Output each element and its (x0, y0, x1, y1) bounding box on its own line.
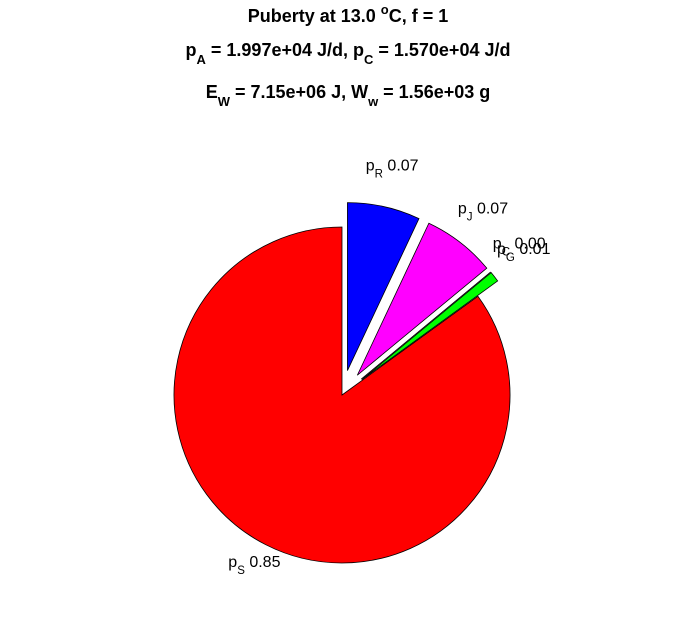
pie-slice (361, 272, 499, 381)
text-part: = 7.15e+06 J, W (230, 82, 368, 102)
subscript: C (364, 52, 373, 67)
text-part: p (458, 200, 467, 217)
pie-slice (173, 226, 511, 564)
chart-title: Puberty at 13.0 oC, f = 1 (248, 2, 449, 26)
text-part: Puberty at 13.0 (248, 6, 381, 26)
text-part: = 1.997e+04 J/d, p (206, 40, 364, 60)
superscript: o (381, 2, 389, 17)
slice-value: 0.07 (383, 158, 419, 175)
slice-label: pC 0.00 (493, 235, 546, 258)
text-part: E (206, 82, 218, 102)
subscript: R (375, 169, 383, 181)
text-part: p (186, 40, 197, 60)
slice-value: 0.07 (473, 200, 509, 217)
text-part: p (497, 241, 506, 258)
chart-title: EW = 7.15e+06 J, Ww = 1.56e+03 g (206, 82, 491, 109)
text-part: = 1.570e+04 J/d (373, 40, 510, 60)
slice-label: pG 0.01 (497, 241, 551, 264)
subscript: J (467, 211, 473, 223)
pie-slice (356, 222, 488, 376)
subscript: W (218, 94, 231, 109)
slice-label: pR 0.07 (366, 158, 419, 181)
chart-title: pA = 1.997e+04 J/d, pC = 1.570e+04 J/d (186, 40, 511, 67)
text-part: = 1.56e+03 g (378, 82, 490, 102)
slice-label: pJ 0.07 (458, 200, 508, 223)
subscript: A (197, 52, 207, 67)
subscript: S (237, 565, 245, 577)
text-part: p (228, 554, 237, 571)
text-part: p (493, 235, 502, 252)
slice-value: 0.85 (245, 554, 281, 571)
subscript: w (367, 94, 379, 109)
slice-value: 0.00 (510, 235, 546, 252)
subscript: G (506, 252, 515, 264)
slice-value: 0.01 (515, 241, 551, 258)
text-part: C, f = 1 (389, 6, 449, 26)
subscript: C (502, 247, 510, 259)
text-part: p (366, 158, 375, 175)
slice-label: pS 0.85 (228, 554, 280, 577)
pie-slice (347, 202, 420, 371)
